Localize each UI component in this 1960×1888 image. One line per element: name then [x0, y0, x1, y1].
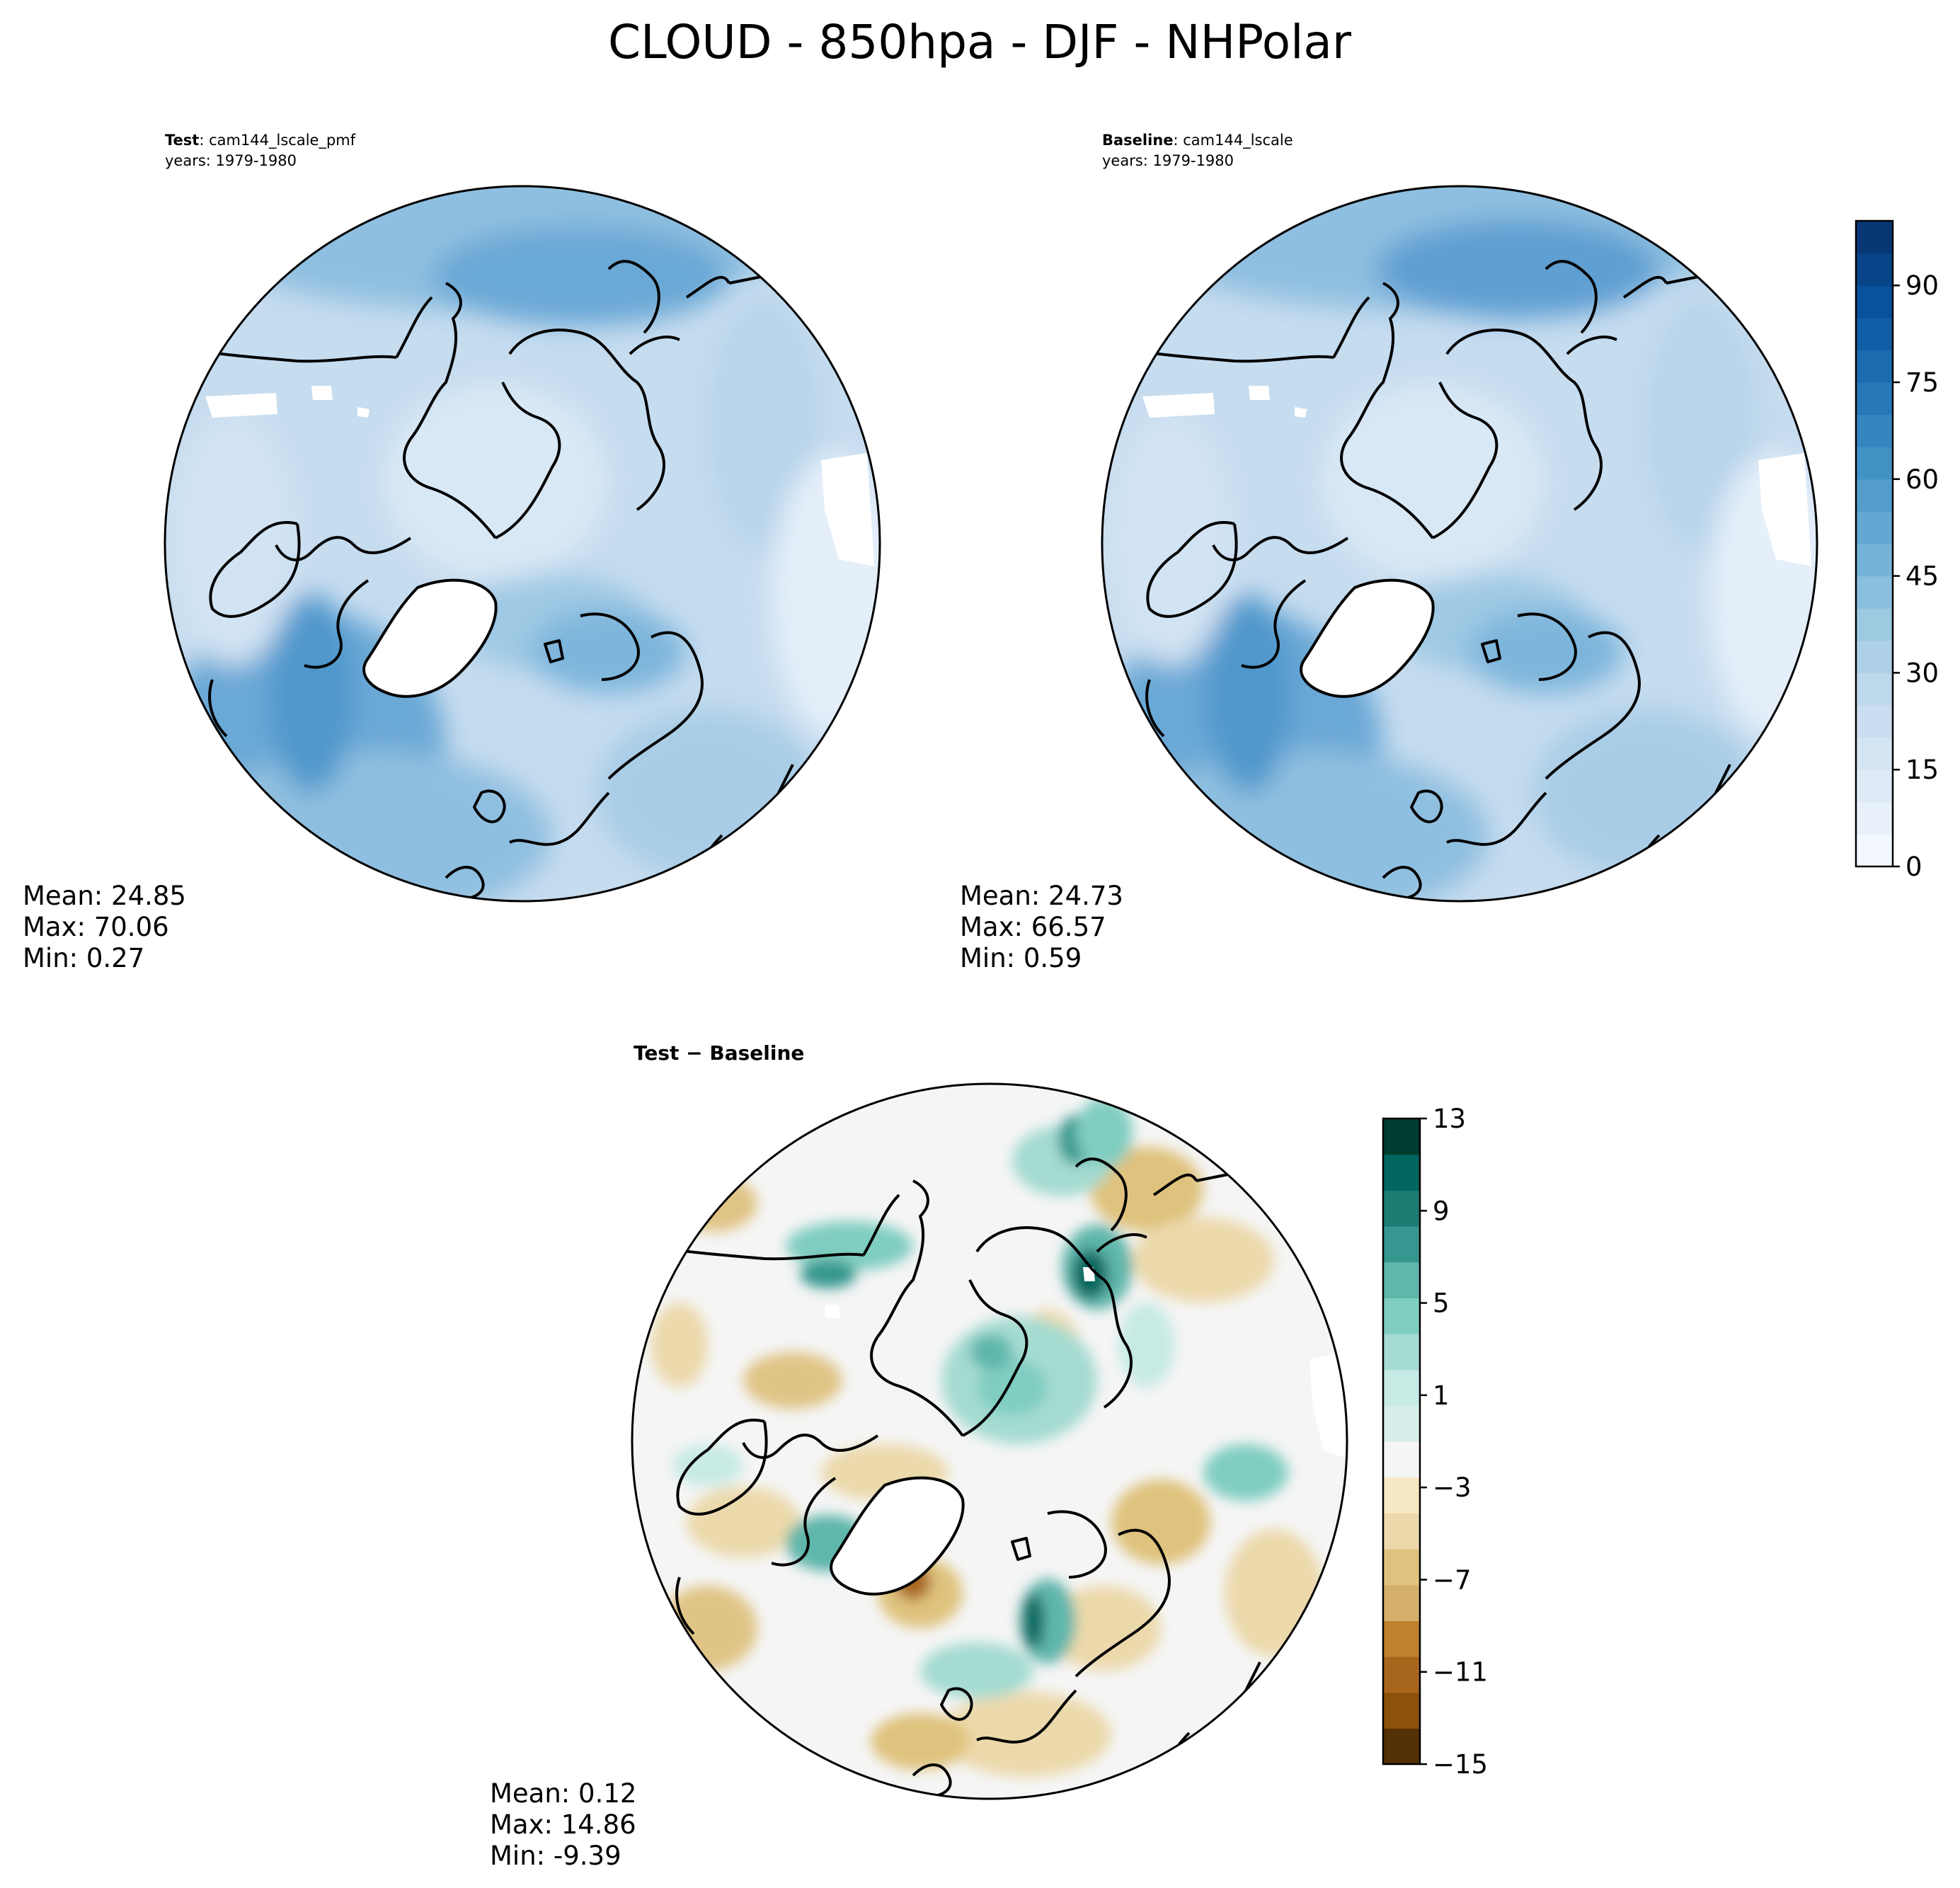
cbar-diff-frame: [1382, 1117, 1421, 1766]
panel1-years: years: 1979-1980: [165, 152, 297, 169]
cbar-diff-segment: [1383, 1692, 1420, 1729]
cbar-diff-segment: [1383, 1119, 1420, 1155]
cbar-main-tick-label: 75: [1905, 367, 1939, 398]
cbar-diff-segment: [1383, 1190, 1420, 1227]
cbar-main-segment: [1856, 705, 1893, 738]
cbar-diff-tick-label: −11: [1433, 1657, 1488, 1688]
panel3-map: [631, 1082, 1348, 1800]
panel2-field-pattern: [1102, 186, 1817, 901]
cbar-diff-segment: [1383, 1549, 1420, 1586]
panel3-stats: Mean: 0.12 Max: 14.86 Min: -9.39: [490, 1778, 636, 1871]
cbar-main-segment: [1856, 640, 1893, 673]
panel1-greenland: [205, 386, 874, 697]
cbar-diff-tick-label: −15: [1433, 1749, 1488, 1780]
cbar-diff-tick-label: 1: [1433, 1380, 1450, 1411]
cbar-main-segment: [1856, 350, 1893, 383]
cbar-diff-segment: [1383, 1657, 1420, 1693]
panel3-map-boundary: [631, 1082, 1348, 1800]
cbar-main-segment: [1856, 834, 1893, 867]
panel1-map: [164, 185, 881, 903]
panel2-mean: Mean: 24.73: [960, 881, 1123, 911]
cbar-diff-segment: [1383, 1298, 1420, 1334]
cbar-diff-segment: [1383, 1477, 1420, 1514]
cbar-main-segment: [1856, 511, 1893, 544]
cbar-main-segment: [1856, 737, 1893, 770]
panel1-label: Test: cam144_lscale_pmf: [165, 132, 356, 149]
cbar-main-tick-label: 0: [1905, 852, 1922, 882]
panel2-max: Max: 66.57: [960, 912, 1106, 942]
colorbar-diff: −15 −11 −7 −3 1 5 9 13: [1382, 1104, 1488, 1780]
cbar-diff-tick-label: −3: [1433, 1472, 1472, 1503]
cbar-main-segment: [1856, 414, 1893, 447]
panel2-map-boundary: [1101, 185, 1818, 903]
cbar-main-segment: [1856, 608, 1893, 641]
panel1-map-boundary: [164, 185, 881, 903]
panel2-map: [1101, 185, 1818, 903]
cbar-diff-segment: [1383, 1261, 1420, 1298]
cbar-main-segment: [1856, 221, 1893, 254]
cbar-diff-segment: [1383, 1584, 1420, 1621]
panel1-min: Min: 0.27: [23, 943, 144, 973]
panel2-label: Baseline: cam144_lscale: [1102, 132, 1293, 149]
cbar-diff-segment: [1383, 1728, 1420, 1765]
panel1-label-rest: : cam144_lscale_pmf: [199, 132, 355, 149]
cbar-main-frame: [1855, 219, 1894, 868]
panel2-years: years: 1979-1980: [1102, 152, 1234, 169]
panel1-field-pattern: [165, 186, 880, 901]
cbar-diff-segment: [1383, 1334, 1420, 1371]
panel1-mean: Mean: 24.85: [23, 881, 186, 911]
cbar-main-tick-label: 90: [1905, 270, 1939, 301]
panel2-stats: Mean: 24.73 Max: 66.57 Min: 0.59: [960, 881, 1123, 973]
cbar-diff-segment: [1383, 1441, 1420, 1478]
cbar-main-segment: [1856, 317, 1893, 350]
cbar-main-segment: [1856, 801, 1893, 835]
cbar-diff-segment: [1383, 1620, 1420, 1657]
panel3-max: Max: 14.86: [490, 1809, 636, 1840]
cbar-diff-tick-label: 9: [1433, 1196, 1450, 1226]
cbar-main-segment: [1856, 576, 1893, 609]
panel1-stats: Mean: 24.85 Max: 70.06 Min: 0.27: [23, 881, 186, 973]
panel3-label: Test − Baseline: [634, 1041, 804, 1065]
panel3-min: Min: -9.39: [490, 1841, 621, 1871]
cbar-main-segment: [1856, 769, 1893, 803]
cbar-main-segment: [1856, 382, 1893, 416]
panel2-label-rest: : cam144_lscale: [1174, 132, 1293, 149]
cbar-main-segment: [1856, 447, 1893, 480]
cbar-main-segment: [1856, 253, 1893, 286]
cbar-diff-tick-label: 13: [1433, 1104, 1466, 1134]
cbar-main-tick-label: 45: [1905, 561, 1939, 592]
panel1-label-bold: Test: [165, 132, 199, 149]
cbar-diff-tick-label: 5: [1433, 1288, 1450, 1319]
cbar-main-segment: [1856, 673, 1893, 706]
cbar-diff-segment: [1383, 1405, 1420, 1442]
cbar-main-segment: [1856, 285, 1893, 319]
cbar-main-tick-label: 30: [1905, 658, 1939, 688]
cbar-diff-segment: [1383, 1226, 1420, 1263]
cbar-main-segment: [1856, 544, 1893, 577]
figure-title: CLOUD - 850hpa - DJF - NHPolar: [608, 15, 1352, 69]
panel2-greenland: [1142, 386, 1811, 697]
colorbar-main: 0 15 30 45 60 75 90: [1855, 219, 1939, 882]
cbar-diff-segment: [1383, 1369, 1420, 1406]
panel2-min: Min: 0.59: [960, 943, 1082, 973]
panel3-mean: Mean: 0.12: [490, 1778, 636, 1809]
cbar-main-tick-label: 60: [1905, 464, 1939, 495]
cbar-diff-segment: [1383, 1154, 1420, 1191]
cbar-diff-tick-label: −7: [1433, 1564, 1472, 1595]
panel2-label-bold: Baseline: [1102, 132, 1174, 149]
cbar-main-tick-label: 15: [1905, 755, 1939, 785]
panel1-max: Max: 70.06: [23, 912, 169, 942]
panel3-coastlines: [636, 1157, 1296, 1798]
cbar-diff-segment: [1383, 1513, 1420, 1550]
panel3-greenland: [825, 1267, 1347, 1594]
panel3-field-pattern: [651, 1097, 1324, 1777]
cbar-main-segment: [1856, 479, 1893, 512]
